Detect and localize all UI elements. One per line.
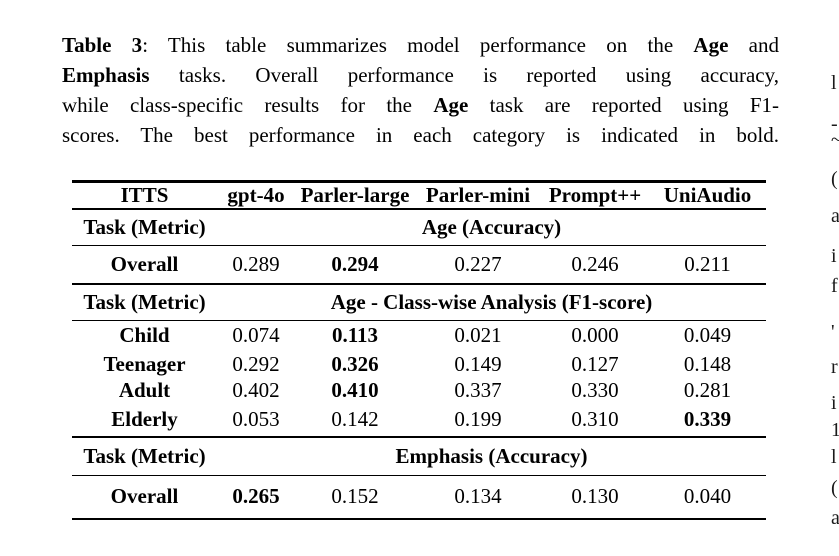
cell-best: 0.113: [331, 323, 379, 348]
cell: 0.292: [232, 351, 280, 376]
task-metric-label: Task (Metric): [83, 443, 206, 468]
cell: 0.053: [232, 407, 280, 431]
caption-text: task are reported using F1-: [468, 93, 779, 117]
edge-fragment: i: [831, 392, 837, 414]
cell: 0.074: [232, 323, 280, 348]
header-row: ITTS gpt-4o Parler-large Parler-mini Pro…: [72, 182, 766, 209]
row-adult: Adult 0.402 0.410 0.337 0.330 0.281: [72, 377, 766, 403]
cell: 0.021: [454, 323, 502, 348]
caption-table-number: Table 3: [62, 33, 143, 57]
section-title-classwise-f1: Age - Class-wise Analysis (F1-score): [330, 289, 653, 314]
edge-fragment: l: [831, 446, 837, 468]
caption-age-bold: Age: [433, 93, 469, 117]
cell: 0.227: [454, 251, 502, 276]
caption-line-1: Table 3: This table summarizes model per…: [62, 30, 779, 60]
cell-best: 0.339: [683, 407, 732, 431]
caption-text: scores. The best performance in each cat…: [62, 123, 779, 147]
results-table: ITTS gpt-4o Parler-large Parler-mini Pro…: [72, 180, 766, 520]
table-caption: Table 3: This table summarizes model per…: [62, 30, 779, 150]
caption-line-2: Emphasis tasks. Overall performance is r…: [62, 60, 779, 90]
edge-fragment: (: [831, 168, 838, 190]
caption-line-4: scores. The best performance in each cat…: [62, 120, 779, 150]
cell-best: 0.326: [331, 351, 379, 376]
col-header-parler-mini: Parler-mini: [425, 183, 531, 207]
caption-line-3: while class-specific results for the Age…: [62, 90, 779, 120]
edge-fragment: a: [831, 205, 839, 227]
col-header-prompt-plus: Prompt++: [548, 183, 642, 207]
col-header-gpt-4o: gpt-4o: [227, 183, 285, 207]
task-metric-label: Task (Metric): [83, 289, 206, 314]
cell: 0.330: [571, 377, 619, 402]
cell: 0.134: [454, 484, 502, 509]
caption-age-bold: Age: [693, 33, 729, 57]
cell: 0.289: [232, 251, 280, 276]
row-elderly: Elderly 0.053 0.142 0.199 0.310 0.339: [72, 403, 766, 437]
edge-fragment: -: [831, 113, 838, 135]
section-row-age: Task (Metric) Age (Accuracy): [72, 209, 766, 245]
edge-fragment: ': [831, 321, 835, 343]
caption-text: tasks. Overall performance is reported u…: [149, 63, 779, 87]
cell: 0.337: [454, 377, 502, 402]
cell-best: 0.410: [331, 377, 379, 402]
col-header-parler-large: Parler-large: [300, 183, 410, 207]
cell-best: 0.294: [331, 251, 379, 276]
cell: 0.127: [571, 351, 619, 376]
edge-fragment: (: [831, 477, 838, 499]
edge-fragment: l: [831, 72, 837, 94]
row-label: Elderly: [111, 407, 178, 431]
cell: 0.040: [683, 484, 732, 509]
cell: 0.281: [683, 377, 732, 402]
cell: 0.149: [454, 351, 502, 376]
cell: 0.199: [454, 407, 502, 431]
cell: 0.211: [684, 251, 731, 276]
edge-fragment: i: [831, 245, 837, 267]
cell: 0.000: [571, 323, 619, 348]
cell: 0.130: [571, 484, 619, 509]
edge-fragment: r: [831, 356, 838, 378]
cell: 0.402: [232, 377, 280, 402]
section-title-emphasis-accuracy: Emphasis (Accuracy): [395, 443, 588, 468]
row-label: Child: [119, 323, 170, 348]
edge-fragment: f: [831, 275, 838, 297]
section-title-age-accuracy: Age (Accuracy): [421, 214, 562, 239]
cell: 0.310: [571, 407, 619, 431]
row-age-overall: Overall 0.289 0.294 0.227 0.246 0.211: [72, 245, 766, 284]
row-label: Adult: [118, 377, 171, 402]
col-header-uniaudio: UniAudio: [663, 183, 752, 207]
section-row-emphasis: Task (Metric) Emphasis (Accuracy): [72, 437, 766, 475]
cell: 0.049: [683, 323, 732, 348]
cell: 0.142: [331, 407, 379, 431]
caption-text: while class-specific results for the: [62, 93, 434, 117]
caption-emphasis-bold: Emphasis: [62, 63, 150, 87]
row-label: Overall: [110, 251, 179, 276]
section-row-classwise: Task (Metric) Age - Class-wise Analysis …: [72, 284, 766, 320]
row-label: Teenager: [103, 351, 186, 376]
cell-best: 0.265: [232, 484, 280, 509]
task-metric-label: Task (Metric): [83, 214, 206, 239]
row-emphasis-overall: Overall 0.265 0.152 0.134 0.130 0.040: [72, 475, 766, 519]
row-child: Child 0.074 0.113 0.021 0.000 0.049: [72, 320, 766, 351]
edge-fragment: 1: [831, 419, 839, 441]
edge-fragment: ~: [831, 129, 839, 151]
row-teenager: Teenager 0.292 0.326 0.149 0.127 0.148: [72, 351, 766, 377]
caption-text: : This table summarizes model performanc…: [142, 33, 694, 57]
col-header-itts: ITTS: [120, 183, 169, 207]
caption-text: and: [728, 33, 779, 57]
cell: 0.148: [683, 351, 732, 376]
cell: 0.246: [571, 251, 619, 276]
cell: 0.152: [331, 484, 379, 509]
edge-fragment: a: [831, 507, 839, 529]
row-label: Overall: [110, 484, 179, 509]
